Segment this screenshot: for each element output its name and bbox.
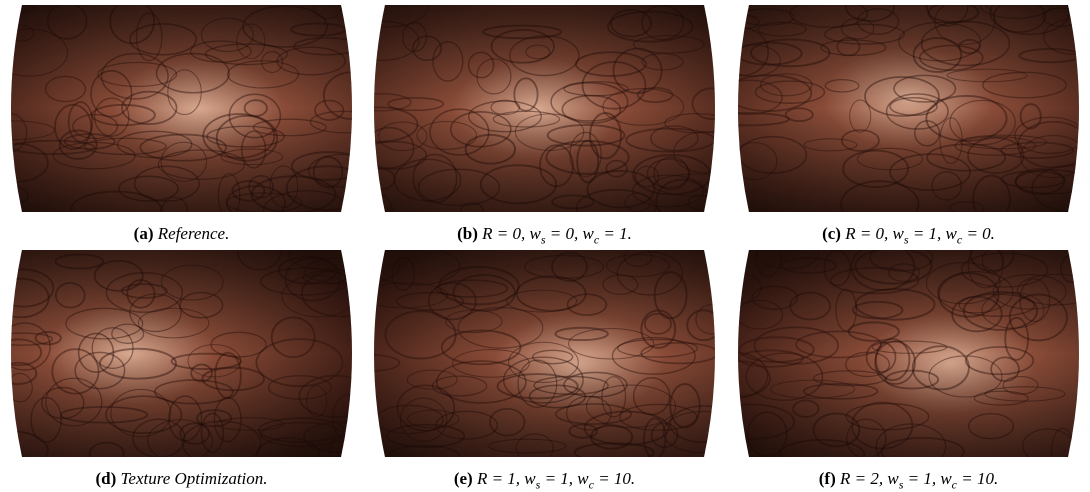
caption-text: = 0. [962,224,995,243]
caption-label: (e) [454,469,473,488]
render-image [8,250,355,457]
caption-label: (f) [819,469,836,488]
render-image [371,250,718,457]
caption-text: R = 1, w [477,469,536,488]
caption: (e) R = 1, ws = 1, wc = 10. [363,469,726,492]
caption-label: (c) [822,224,841,243]
caption-text: Texture Optimization. [121,469,268,488]
caption-text: R = 0, w [845,224,904,243]
caption-text: = 1. [599,224,632,243]
render-image [735,5,1082,212]
panel: (c) R = 0, ws = 1, wc = 0. [727,5,1090,247]
caption: (f) R = 2, ws = 1, wc = 10. [727,469,1090,492]
render-image [371,5,718,212]
figure: (a) Reference.(b) R = 0, ws = 0, wc = 1.… [0,0,1090,492]
caption-text: = 1, w [903,469,951,488]
caption-text: = 10. [594,469,635,488]
panel: (d) Texture Optimization. [0,250,363,489]
caption-label: (d) [95,469,116,488]
caption-text: = 10. [957,469,998,488]
caption-text: R = 2, w [840,469,899,488]
panel: (b) R = 0, ws = 0, wc = 1. [363,5,726,247]
caption-text: = 0, w [546,224,594,243]
render-image [8,5,355,212]
caption: (a) Reference. [0,224,363,244]
panel: (a) Reference. [0,5,363,244]
caption: (d) Texture Optimization. [0,469,363,489]
caption-label: (b) [457,224,478,243]
caption: (c) R = 0, ws = 1, wc = 0. [727,224,1090,247]
caption-text: R = 0, w [482,224,541,243]
caption-text: = 1, w [540,469,588,488]
caption-text: Reference. [158,224,230,243]
caption-text: = 1, w [909,224,957,243]
caption-label: (a) [134,224,154,243]
panel: (f) R = 2, ws = 1, wc = 10. [727,250,1090,492]
render-image [735,250,1082,457]
panel: (e) R = 1, ws = 1, wc = 10. [363,250,726,492]
caption: (b) R = 0, ws = 0, wc = 1. [363,224,726,247]
